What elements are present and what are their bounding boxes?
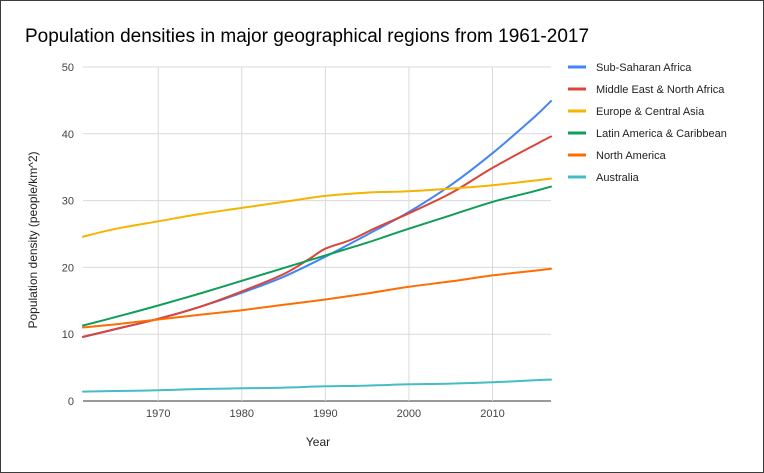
legend-label-latin-america-and-caribbean: Latin America & Caribbean [596, 128, 727, 140]
legend: Sub-Saharan Africa Middle East & North Af… [568, 62, 727, 184]
y-tick-label: 50 [62, 62, 74, 74]
x-tick-label: 1980 [230, 408, 254, 420]
legend-label-sub-saharan-africa: Sub-Saharan Africa [596, 62, 692, 74]
y-axis-ticks: 0 10 20 30 40 50 [62, 62, 74, 408]
y-tick-label: 30 [62, 196, 74, 208]
series-line-middle-east-and-north-africa [82, 135, 552, 338]
y-tick-label: 10 [62, 329, 74, 341]
series-line-north-america [82, 267, 552, 329]
y-tick-label: 40 [62, 129, 74, 141]
chart-title: Population densities in major geographic… [25, 26, 589, 47]
x-tick-label: 2010 [480, 408, 504, 420]
series-lines [82, 100, 552, 393]
grid [83, 66, 551, 402]
y-tick-label: 20 [62, 262, 74, 274]
legend-label-australia: Australia [596, 172, 640, 184]
y-axis-title: Population density (people/km^2) [26, 151, 40, 328]
series-line-europe-and-central-asia [82, 177, 552, 238]
x-tick-label: 1990 [313, 408, 337, 420]
legend-label-europe-and-central-asia: Europe & Central Asia [596, 106, 705, 118]
series-line-latin-america-and-caribbean [82, 185, 552, 327]
series-line-australia [82, 378, 552, 393]
x-axis-title: Year [306, 435, 330, 449]
legend-label-north-america: North America [596, 150, 667, 162]
x-axis-ticks: 1970 1980 1990 2000 2010 [146, 408, 505, 420]
y-tick-label: 0 [68, 396, 74, 408]
legend-label-middle-east-and-north-africa: Middle East & North Africa [596, 84, 725, 96]
x-tick-label: 2000 [397, 408, 421, 420]
x-tick-label: 1970 [146, 408, 170, 420]
